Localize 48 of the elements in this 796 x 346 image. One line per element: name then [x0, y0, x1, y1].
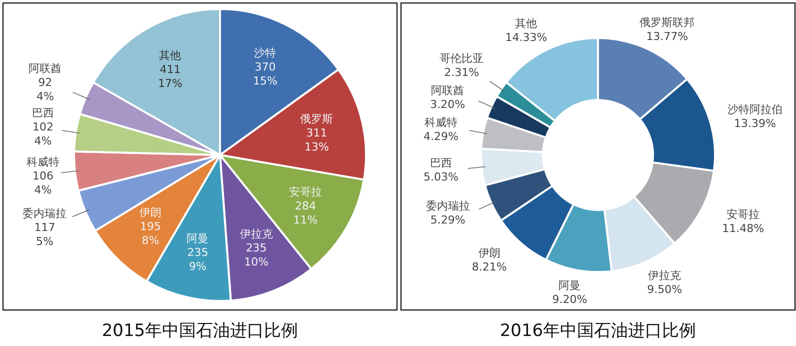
- slice-label: 沙特: [254, 46, 276, 60]
- slice-label: 委内瑞拉: [22, 206, 67, 220]
- data-label: 14.33%: [505, 30, 548, 44]
- data-label: 9.50%: [647, 283, 682, 296]
- slice-label: 巴西: [32, 106, 54, 120]
- data-label: 411 17%: [158, 63, 182, 90]
- data-label: 92 4%: [36, 76, 54, 104]
- slice-label: 科威特: [26, 156, 60, 169]
- slice-label: 科威特: [424, 116, 458, 129]
- slice-label: 哥伦比亚: [440, 52, 484, 65]
- data-label: 13.77%: [646, 30, 688, 43]
- slice-label: 沙特阿拉伯: [728, 102, 782, 116]
- slice-label: 阿联酋: [28, 62, 62, 76]
- data-label: 370 15%: [252, 60, 278, 88]
- slice-label: 其他: [515, 16, 538, 30]
- slice-label: 伊拉克: [648, 269, 682, 282]
- slice-label: 俄罗斯联邦: [640, 16, 695, 29]
- data-label: 3.20%: [430, 98, 466, 111]
- data-label: 311 13%: [304, 126, 329, 154]
- data-label: 235 10%: [244, 241, 269, 268]
- data-label: 4.29%: [424, 130, 458, 143]
- slice-label: 安哥拉: [289, 185, 322, 198]
- slice-label: 委内瑞拉: [426, 200, 470, 213]
- text: 2016年中国石油进口比例: [500, 321, 696, 341]
- data-label: 9.20%: [552, 292, 588, 306]
- data-label: 106 4%: [32, 170, 54, 197]
- slice-label: 巴西: [430, 156, 452, 170]
- slice-label: 伊朗: [139, 206, 162, 219]
- data-label: 5.03%: [424, 170, 458, 184]
- data-label: 11.48%: [722, 222, 764, 236]
- data-label: 102 4%: [32, 120, 54, 148]
- slice-label: 伊拉克: [240, 227, 273, 240]
- data-label: 235 9%: [187, 246, 208, 273]
- slice-label: 阿曼: [558, 278, 581, 292]
- slice-label: 阿曼: [186, 232, 209, 245]
- text: 2015年中国石油进口比例: [102, 321, 298, 341]
- slice-label: 俄罗斯: [300, 112, 334, 126]
- data-label: 117 5%: [34, 220, 56, 248]
- data-label: 5.29%: [430, 214, 466, 227]
- data-label: 195 8%: [140, 220, 161, 247]
- data-label: 2.31%: [444, 66, 480, 79]
- slice-label: 其他: [159, 49, 182, 62]
- slice-label: 伊朗: [478, 246, 500, 260]
- slice-label: 阿联酋: [431, 84, 464, 97]
- data-label: 284 11%: [293, 199, 318, 226]
- data-label: 13.39%: [734, 116, 776, 130]
- slice-label: 安哥拉: [726, 208, 760, 222]
- data-label: 8.21%: [472, 260, 507, 274]
